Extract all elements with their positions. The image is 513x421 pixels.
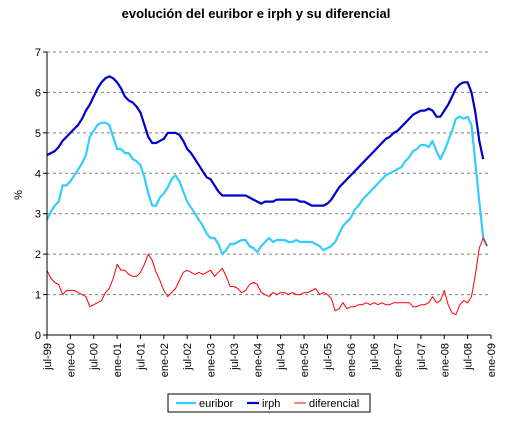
y-tick-label: 7 xyxy=(35,47,41,59)
x-tick-label: ene-06 xyxy=(346,343,358,377)
x-tick-label: ene-05 xyxy=(299,343,311,377)
legend-box xyxy=(167,393,371,413)
y-tick-label: 5 xyxy=(35,128,41,140)
x-tick-label: jul-04 xyxy=(276,343,288,371)
x-axis-ticks: jul-99 ene-00 jul-00 ene-01 jul-01 ene-02 jul-… xyxy=(42,335,498,377)
x-tick-label: jul-03 xyxy=(229,343,241,371)
y-tick-label: 2 xyxy=(35,249,41,261)
x-tick-label: ene-03 xyxy=(206,343,218,377)
x-tick-label: ene-01 xyxy=(112,343,124,377)
chart-title: evolución del euribor e irph y su difere… xyxy=(122,6,391,21)
series-lines xyxy=(46,75,489,316)
legend-label-irph: irph xyxy=(262,398,280,410)
y-axis-label: % xyxy=(13,190,25,200)
x-tick-label: ene-07 xyxy=(393,343,405,377)
x-tick-label: jul-06 xyxy=(369,343,381,371)
x-tick-label: jul-07 xyxy=(416,343,428,371)
y-axis-ticks: 0 1 2 3 4 5 6 7 xyxy=(35,47,47,342)
x-tick-label: jul-01 xyxy=(135,343,147,371)
y-tick-label: 6 xyxy=(35,87,41,99)
series-line-diferencial xyxy=(46,237,488,316)
y-tick-label: 1 xyxy=(35,290,41,302)
gridlines xyxy=(47,51,491,296)
x-tick-label: ene-08 xyxy=(439,343,451,377)
x-tick-label: jul-99 xyxy=(42,343,54,371)
x-tick-label: jul-05 xyxy=(322,343,334,371)
y-tick-label: 3 xyxy=(35,209,41,221)
series-line-euribor xyxy=(46,115,489,256)
x-tick-label: ene-09 xyxy=(486,343,498,377)
legend-label-euribor: euribor xyxy=(199,398,234,410)
x-tick-label: jul-00 xyxy=(89,343,101,371)
x-tick-label: jul-02 xyxy=(182,343,194,371)
y-tick-label: 4 xyxy=(35,168,41,180)
series-line-irph xyxy=(46,75,485,207)
x-tick-label: ene-04 xyxy=(252,343,264,377)
legend: euribor irph diferencial xyxy=(167,393,371,413)
x-tick-label: ene-00 xyxy=(65,343,77,377)
x-tick-label: ene-02 xyxy=(159,343,171,377)
y-tick-label: 0 xyxy=(35,330,41,342)
axes xyxy=(46,52,491,336)
legend-label-diferencial: diferencial xyxy=(309,398,359,410)
x-tick-label: jul-08 xyxy=(463,343,475,371)
